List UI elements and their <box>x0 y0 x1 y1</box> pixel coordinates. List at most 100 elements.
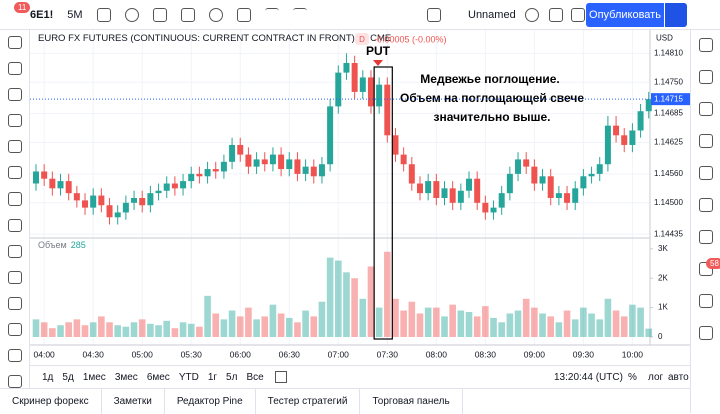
watchlist-button[interactable] <box>698 38 713 52</box>
settings-button[interactable] <box>525 7 539 22</box>
range-button[interactable]: Все <box>246 371 264 383</box>
candle-body <box>196 173 203 177</box>
candle-body <box>523 159 530 167</box>
ideas-button[interactable] <box>698 198 713 212</box>
indicators-button[interactable] <box>152 7 167 22</box>
magnet-tool[interactable] <box>7 296 22 310</box>
visibility-tool[interactable] <box>7 348 22 363</box>
flag-badge[interactable] <box>355 33 369 45</box>
signal-arrow <box>373 60 383 66</box>
volume-bar <box>32 319 40 337</box>
trendline-tool[interactable] <box>7 62 22 76</box>
panel-tab[interactable]: Скринер форекс <box>0 388 102 414</box>
streams-button[interactable] <box>698 230 713 244</box>
chart: EURO FX FUTURES (CONTINUOUS: CURRENT CON… <box>30 30 690 359</box>
volume-bar <box>40 322 48 337</box>
fullscreen-button[interactable] <box>549 7 563 22</box>
candle-body <box>466 178 473 191</box>
pattern-tool[interactable] <box>7 166 22 180</box>
y-tick-label: 1.14810 <box>654 48 683 57</box>
lock-tool[interactable] <box>7 322 22 336</box>
layout-button[interactable] <box>427 7 441 22</box>
candle-body <box>621 135 628 145</box>
hotlist-button[interactable] <box>698 134 713 148</box>
crosshair-tool[interactable] <box>7 36 22 50</box>
data-window-button[interactable] <box>698 102 713 116</box>
range-button[interactable]: 1мес <box>82 371 106 383</box>
flag-label: D <box>359 35 365 44</box>
candle-body <box>302 166 309 174</box>
replay-button[interactable] <box>236 7 251 22</box>
notifications-button[interactable] <box>698 294 713 308</box>
undo-button[interactable] <box>264 7 279 22</box>
x-tick-label: 04:00 <box>34 349 56 359</box>
candle-body <box>90 195 97 208</box>
zoom-tool[interactable] <box>7 270 22 284</box>
candle-body <box>588 173 595 177</box>
volume-bar <box>269 304 277 337</box>
back-tool[interactable] <box>7 218 22 232</box>
candle-body <box>506 173 513 194</box>
volume-tick-label: 0 <box>658 332 663 341</box>
text-tool[interactable] <box>7 140 22 154</box>
candle-body <box>367 77 374 107</box>
brush-tool[interactable] <box>7 114 22 128</box>
ruler-tool[interactable] <box>7 244 22 258</box>
range-button[interactable]: 5д <box>62 371 74 383</box>
volume-bar <box>596 319 604 337</box>
volume-bar <box>155 325 162 337</box>
publish-arrow[interactable] <box>665 3 687 27</box>
scale-option[interactable]: авто <box>668 371 689 383</box>
candle-body <box>376 84 383 107</box>
panel-tab[interactable]: Торговая панель <box>360 388 463 414</box>
range-bar: 1д 5д 1мес 3мес 6мес YTD 1г 5л Все 13:20:44 (UTC)… <box>30 365 690 388</box>
candle-body <box>335 72 342 107</box>
fib-tool[interactable] <box>7 88 22 102</box>
symbol-search[interactable]: 6E1! <box>30 8 54 21</box>
prediction-tool[interactable] <box>7 192 22 206</box>
snapshot-button[interactable] <box>571 7 585 22</box>
chat-button[interactable] <box>698 262 713 276</box>
range-button[interactable]: YTD <box>178 371 199 383</box>
panel-tab[interactable]: Редактор Pine <box>165 388 256 414</box>
compare-button[interactable] <box>124 7 139 22</box>
calendar-button[interactable] <box>698 166 713 180</box>
volume-bar <box>629 304 636 337</box>
volume-bar <box>441 316 448 337</box>
volume-bar <box>196 326 203 337</box>
panel-tab[interactable]: Тестер стратегий <box>256 388 361 414</box>
range-button[interactable]: 1д <box>42 371 54 383</box>
alerts-button[interactable] <box>698 70 713 84</box>
chart-style-button[interactable] <box>96 7 111 22</box>
volume-bar <box>147 323 154 337</box>
scale-option[interactable]: лог <box>648 371 664 383</box>
volume-bar <box>547 316 555 337</box>
range-button[interactable]: 6мес <box>146 371 170 383</box>
range-button[interactable]: 1г <box>207 371 218 383</box>
delete-tool[interactable] <box>7 375 22 389</box>
range-button[interactable]: 5л <box>226 371 238 383</box>
alert-button[interactable] <box>208 7 223 22</box>
candle-body <box>212 169 219 172</box>
templates-button[interactable] <box>180 7 195 22</box>
volume-bar <box>555 322 563 337</box>
panel-tab[interactable]: Заметки <box>102 388 165 414</box>
candle-body <box>441 188 448 198</box>
candle-body <box>498 193 505 208</box>
help-button[interactable] <box>698 326 713 340</box>
publish-button[interactable]: Опубликовать <box>586 3 664 27</box>
volume-bar <box>343 272 350 337</box>
bottom-tabs: Скринер форекс Заметки Редактор Pine Тестер… <box>0 388 690 414</box>
redo-button[interactable] <box>292 7 307 22</box>
candle-body <box>637 111 644 131</box>
candle-body <box>359 77 366 92</box>
scale-option[interactable]: % <box>628 371 637 383</box>
range-button[interactable]: 3мес <box>114 371 138 383</box>
layout-name[interactable]: Unnamed <box>468 8 516 21</box>
candle-body <box>139 197 146 206</box>
candle-body <box>515 159 522 174</box>
candle-body <box>490 207 497 213</box>
interval-button[interactable]: 5М <box>67 8 83 21</box>
range-picker[interactable] <box>274 371 287 383</box>
